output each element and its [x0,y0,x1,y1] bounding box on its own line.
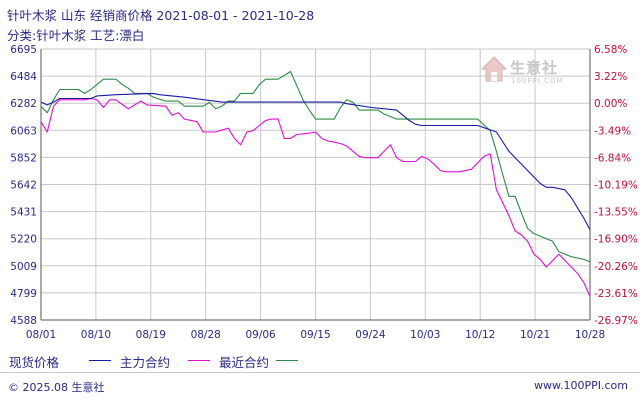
legend-main-swatch [188,360,210,361]
x-tick-label: 09/15 [300,329,330,341]
legend-spot-swatch [89,360,111,361]
y2-tick-label: 3.22% [594,71,627,83]
watermark-logo: 生意社 100PPI.COM [480,55,580,95]
y-tick-label: 4799 [10,288,37,300]
x-tick-label: 09/24 [355,329,386,341]
y2-tick-label: 6.58% [594,44,627,56]
y2-tick-label: -3.49% [594,125,631,137]
y-tick-label: 6063 [10,125,37,137]
y-tick-label: 6695 [10,44,37,56]
chart-subtitle: 分类:针叶木浆 工艺:漂白 [7,28,145,43]
x-tick-label: 08/19 [136,329,166,341]
x-tick-label: 08/01 [26,329,56,341]
y-tick-label: 6282 [10,98,37,110]
y-tick-label: 5431 [10,207,37,219]
y-tick-label: 5009 [10,261,37,273]
y2-tick-label: -23.61% [594,288,638,300]
legend-latest-label: 最近合约 [219,355,270,370]
watermark-name: 生意社 [510,59,559,77]
x-tick-label: 10/28 [575,329,605,341]
y-tick-label: 5220 [10,234,37,246]
x-tick-label: 08/28 [191,329,221,341]
footer-copyright: © 2025.08 生意社 [8,381,105,394]
footer-divider [0,372,640,373]
series-spot-line [40,92,591,230]
watermark-site: 100PPI.COM [511,77,564,85]
y2-tick-label: -16.90% [594,234,638,246]
y-tick-label: 4588 [10,315,37,327]
y2-tick-label: -6.84% [594,152,631,164]
x-tick-label: 10/21 [520,329,550,341]
legend-spot-label: 现货价格 [9,355,60,370]
footer-url[interactable]: www.100PPI.com [534,379,628,392]
y2-tick-label: -26.97% [594,315,638,327]
legend-main-label: 主力合约 [120,355,171,370]
y-tick-label: 5852 [10,152,37,164]
y2-tick-label: -10.19% [594,180,638,192]
x-tick-label: 09/06 [245,329,276,341]
x-tick-label: 08/10 [81,329,111,341]
y2-tick-label: 0.00% [594,98,627,110]
y-tick-label: 6484 [10,71,37,83]
y2-tick-label: -13.55% [594,207,638,219]
series-main-contract-line [40,97,591,297]
y-tick-label: 5642 [10,180,37,192]
x-tick-label: 10/03 [410,329,440,341]
x-tick-label: 10/12 [465,329,495,341]
series-latest-contract-line [40,70,591,263]
y2-tick-label: -20.26% [594,261,638,273]
chart-title: 针叶木浆 山东 经销商价格 2021-08-01 - 2021-10-28 [7,8,315,23]
legend-latest-swatch [276,360,298,361]
